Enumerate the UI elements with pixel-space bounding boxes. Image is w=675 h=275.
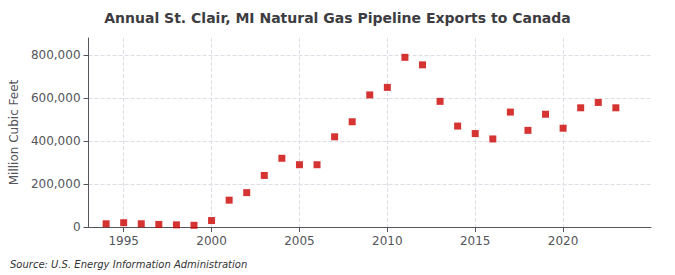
svg-text:2015: 2015 [460,234,491,248]
svg-text:2020: 2020 [548,234,579,248]
svg-text:600,000: 600,000 [31,91,81,105]
svg-text:800,000: 800,000 [31,48,81,62]
svg-text:Annual St. Clair, MI Natural G: Annual St. Clair, MI Natural Gas Pipelin… [104,10,571,26]
svg-text:Million Cubic Feet: Million Cubic Feet [7,79,21,185]
svg-text:400,000: 400,000 [31,134,81,148]
svg-text:2010: 2010 [372,234,403,248]
svg-text:0: 0 [73,220,81,234]
svg-text:1995: 1995 [108,234,139,248]
svg-text:2000: 2000 [196,234,227,248]
svg-text:200,000: 200,000 [31,177,81,191]
svg-text:2005: 2005 [284,234,315,248]
svg-text:Source: U.S. Energy Informatio: Source: U.S. Energy Information Administ… [10,259,247,270]
